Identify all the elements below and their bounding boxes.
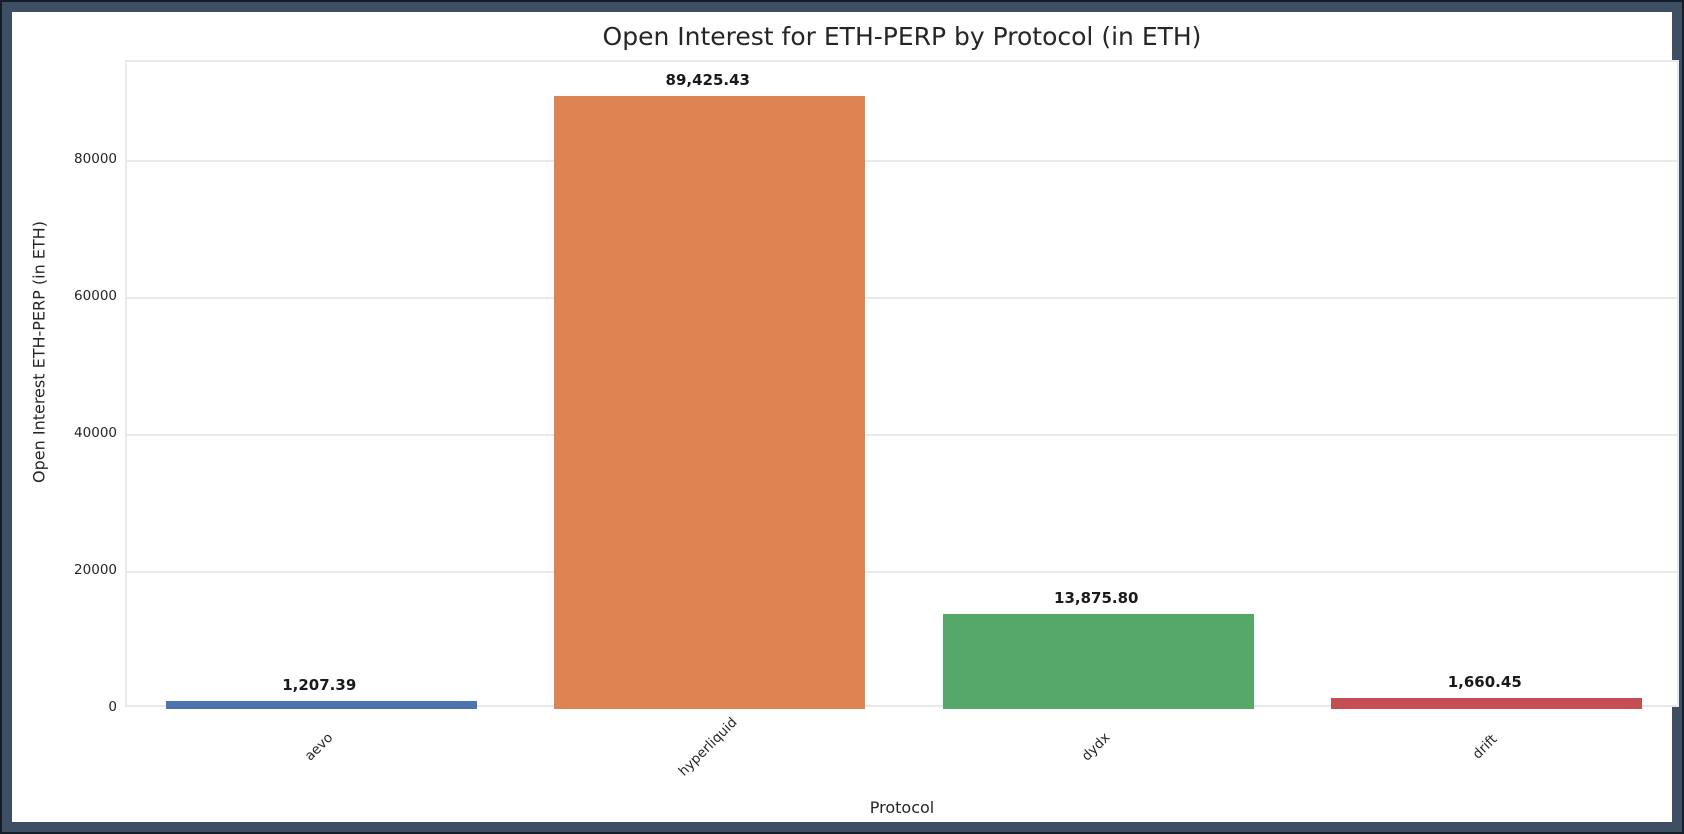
y-axis-label: Open Interest ETH-PERP (in ETH) <box>29 221 49 483</box>
chart-canvas: Open Interest for ETH-PERP by Protocol (… <box>12 12 1679 822</box>
ytick-label-60000: 60000 <box>74 287 117 304</box>
bar-value-label-dydx: 13,875.80 <box>1054 588 1139 607</box>
gridline-y-20000 <box>127 570 1677 573</box>
ytick-label-20000: 20000 <box>74 561 117 578</box>
bar-hyperliquid <box>554 96 866 709</box>
xtick-label-aevo: aevo <box>301 729 337 765</box>
ytick-label-0: 0 <box>108 699 117 715</box>
x-axis-label: Protocol <box>869 798 935 817</box>
xtick-label-drift: drift <box>1469 731 1501 763</box>
bar-value-label-drift: 1,660.45 <box>1447 672 1522 691</box>
chart-title: Open Interest for ETH-PERP by Protocol (… <box>602 22 1202 51</box>
ytick-label-80000: 80000 <box>74 150 117 167</box>
bar-value-label-aevo: 1,207.39 <box>282 675 357 694</box>
gridline-y-40000 <box>127 433 1677 436</box>
xtick-label-dydx: dydx <box>1078 729 1114 765</box>
bar-value-label-hyperliquid: 89,425.43 <box>665 71 750 90</box>
xtick-label-hyperliquid: hyperliquid <box>675 714 741 780</box>
bar-drift <box>1331 697 1643 709</box>
plot-area <box>125 60 1679 709</box>
gridline-y-80000 <box>127 159 1677 162</box>
bar-dydx <box>942 613 1254 709</box>
bar-aevo <box>165 700 477 709</box>
chart-figure: Open Interest for ETH-PERP by Protocol (… <box>12 12 1679 822</box>
ytick-label-40000: 40000 <box>74 424 117 441</box>
gridline-y-60000 <box>127 296 1677 299</box>
